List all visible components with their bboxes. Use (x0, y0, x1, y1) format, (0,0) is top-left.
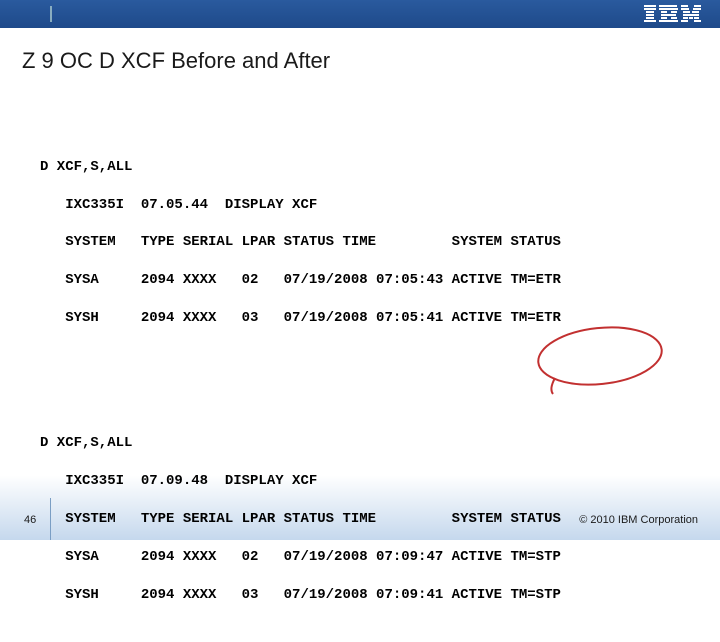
ibm-logo (644, 5, 702, 23)
block1-row: SYSH 2094 XXXX 03 07/19/2008 07:05:41 AC… (40, 309, 680, 328)
copyright: © 2010 IBM Corporation (579, 514, 698, 526)
footer-left-rule (50, 498, 51, 540)
block1: D XCF,S,ALL IXC335I 07.05.44 DISPLAY XCF… (40, 139, 680, 347)
top-bar-notch (50, 6, 52, 22)
page-title: Z 9 OC D XCF Before and After (22, 48, 330, 74)
block1-row: SYSA 2094 XXXX 02 07/19/2008 07:05:43 AC… (40, 271, 680, 290)
block2-row: SYSH 2094 XXXX 03 07/19/2008 07:09:41 AC… (40, 586, 680, 605)
block2-msg: IXC335I 07.09.48 DISPLAY XCF (40, 472, 680, 491)
block1-header: D XCF,S,ALL (40, 158, 680, 177)
block1-cols: SYSTEM TYPE SERIAL LPAR STATUS TIME SYST… (40, 233, 680, 252)
block2-header: D XCF,S,ALL (40, 434, 680, 453)
top-bar (0, 0, 720, 28)
block1-msg: IXC335I 07.05.44 DISPLAY XCF (40, 196, 680, 215)
block2-row: SYSA 2094 XXXX 02 07/19/2008 07:09:47 AC… (40, 548, 680, 567)
page-number: 46 (24, 514, 36, 526)
terminal-content: D XCF,S,ALL IXC335I 07.05.44 DISPLAY XCF… (40, 120, 680, 642)
